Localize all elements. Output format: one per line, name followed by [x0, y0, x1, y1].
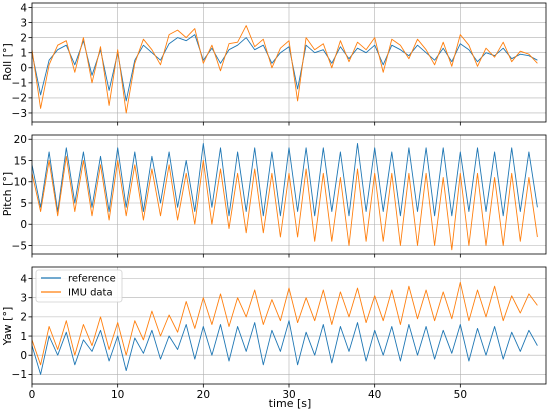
yaw-ytick-label: 4: [20, 273, 27, 285]
yaw-xtick-label: 20: [197, 389, 210, 401]
yaw-reference-series-line: [32, 320, 538, 375]
yaw-xtick-label: 10: [111, 389, 124, 401]
pitch-ytick-label: −5: [12, 240, 27, 252]
roll-ytick-label: 3: [20, 17, 27, 29]
roll-subplot: Roll [°] −3 −2 −1 0 1 2 3 4: [1, 2, 547, 126]
pitch-ylabel: Pitch [°]: [1, 172, 14, 216]
yaw-axes-frame: [31, 266, 547, 385]
pitch-axes-frame: [31, 134, 547, 255]
pitch-ytick-label: 20: [14, 134, 27, 146]
legend-label: IMU data: [68, 288, 113, 299]
pitch-imu-series-line: [32, 155, 538, 251]
yaw-ytick-label: 2: [20, 312, 27, 324]
roll-ytick-label: 4: [20, 2, 27, 14]
roll-ylabel: Roll [°]: [1, 43, 14, 81]
roll-imu-series-line: [32, 25, 538, 114]
roll-ytick-label: 1: [20, 48, 27, 60]
yaw-ylabel: Yaw [°]: [1, 307, 14, 347]
roll-axes-frame: [31, 2, 547, 123]
legend: reference IMU data: [35, 269, 123, 303]
pitch-subplot: Pitch [°] −5 0 5 10 15 20: [1, 134, 547, 258]
yaw-xtick-label: 0: [29, 389, 36, 401]
yaw-xtick-label: 40: [368, 389, 381, 401]
pitch-reference-series-line: [32, 143, 538, 217]
time-xlabel: time [s]: [269, 397, 312, 410]
roll-ytick-label: −3: [12, 108, 27, 120]
yaw-xtick-label: 50: [454, 389, 467, 401]
roll-ytick-label: −1: [12, 78, 27, 90]
yaw-xtick-label: 30: [282, 389, 295, 401]
yaw-imu-series-line: [32, 281, 538, 366]
legend-label: reference: [68, 274, 116, 285]
yaw-ytick-label: 0: [20, 350, 27, 362]
pitch-ytick-label: 5: [20, 198, 27, 210]
pitch-ytick-label: 0: [20, 219, 27, 231]
pitch-ytick-label: 15: [14, 155, 27, 167]
yaw-ytick-label: −1: [12, 369, 27, 381]
roll-ytick-label: 2: [20, 32, 27, 44]
roll-ytick-label: −2: [12, 93, 27, 105]
roll-ytick-label: 0: [20, 63, 27, 75]
yaw-ytick-label: 1: [20, 331, 27, 343]
pitch-ytick-label: 10: [14, 177, 27, 189]
yaw-ytick-label: 3: [20, 292, 27, 304]
